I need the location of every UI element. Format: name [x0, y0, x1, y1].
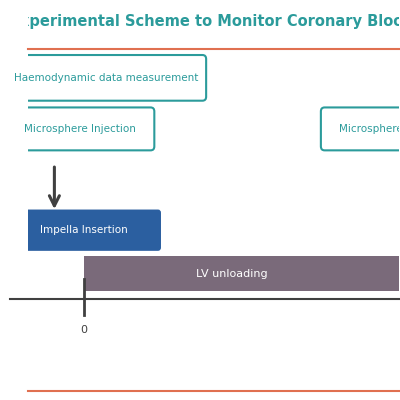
FancyBboxPatch shape: [6, 55, 206, 101]
Text: LV unloading: LV unloading: [196, 269, 268, 279]
FancyBboxPatch shape: [6, 108, 154, 150]
Bar: [84, 256, 400, 291]
Text: Haemodynamic data measurement: Haemodynamic data measurement: [14, 73, 198, 83]
FancyBboxPatch shape: [7, 210, 161, 251]
FancyBboxPatch shape: [321, 108, 400, 150]
Text: Impella Insertion: Impella Insertion: [40, 225, 128, 235]
Text: 0: 0: [80, 325, 88, 335]
Text: Experimental Scheme to Monitor Coronary Blood Flow in a Pig Model of MI: Experimental Scheme to Monitor Coronary …: [10, 14, 400, 29]
Text: Microsphere Injection: Microsphere Injection: [24, 124, 136, 134]
Text: Microsphere Injection: Microsphere Injection: [339, 124, 400, 134]
